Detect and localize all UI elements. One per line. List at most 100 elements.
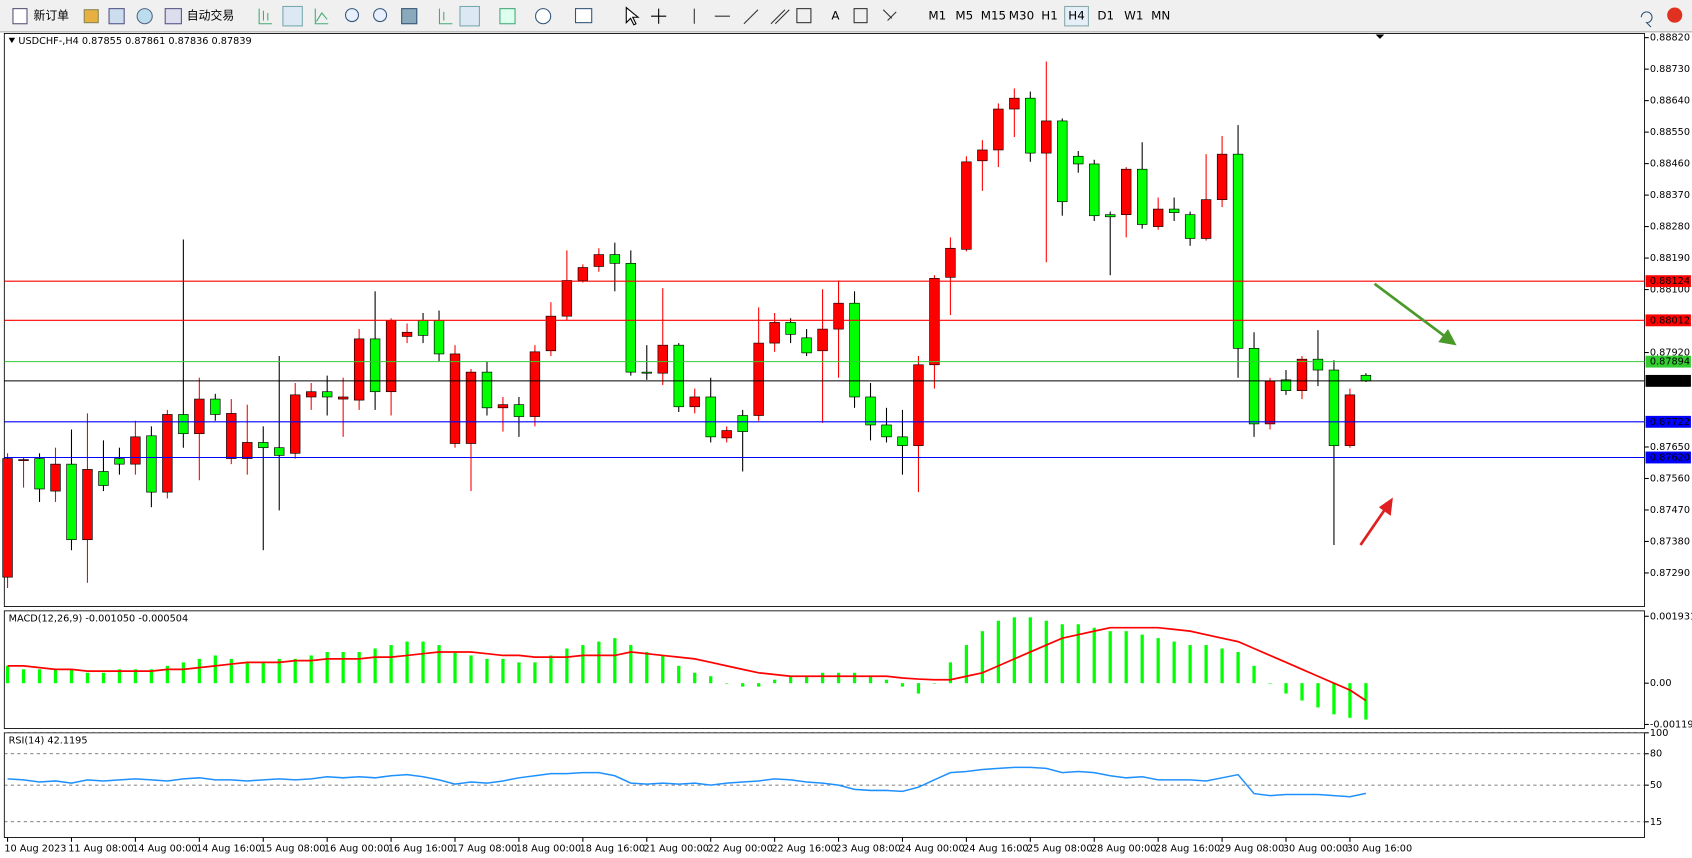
macd-bar xyxy=(788,676,793,684)
candle-body xyxy=(689,396,700,408)
candle-body xyxy=(82,469,93,541)
macd-bar xyxy=(501,658,505,684)
templates-button[interactable] xyxy=(574,8,593,24)
panel-menu-arrow[interactable] xyxy=(8,37,16,44)
macd-bar xyxy=(149,669,154,684)
y-tick-label: 50 xyxy=(1650,780,1662,791)
macd-bar xyxy=(69,669,74,684)
toolbar: 新订单 自动交易 A M1 M5 M15 M30 H1 H4 D1 W1 MN xyxy=(0,0,1692,33)
y-tick-label: 15 xyxy=(1650,817,1662,828)
candle-body xyxy=(1184,214,1196,239)
candle-body xyxy=(993,108,1004,151)
y-tick-label: 0.88370 xyxy=(1650,190,1690,201)
label-tool-button[interactable] xyxy=(853,8,868,24)
candle-body xyxy=(66,463,77,541)
candle-body xyxy=(178,414,189,435)
tile-button[interactable] xyxy=(401,8,418,25)
timeframe-button[interactable]: D1 xyxy=(1097,9,1114,23)
candle-chart-button[interactable] xyxy=(282,5,303,27)
toolbar-icon[interactable] xyxy=(83,9,99,24)
candle-body xyxy=(274,447,285,456)
macd-bar xyxy=(964,645,969,684)
crosshair-button[interactable] xyxy=(651,8,667,24)
indicators-button[interactable] xyxy=(499,8,516,25)
drawing-tools[interactable] xyxy=(693,8,790,25)
timeframe-button[interactable]: M15 xyxy=(981,9,1006,23)
macd-bar xyxy=(437,645,441,684)
macd-bar xyxy=(932,683,937,684)
fibo-button[interactable] xyxy=(796,8,812,24)
macd-bar xyxy=(1076,624,1080,684)
candle-body xyxy=(1089,163,1100,217)
macd-panel xyxy=(3,610,1645,729)
x-tick-label: 22 Aug 00:00 xyxy=(707,843,772,854)
notification-badge[interactable] xyxy=(1667,7,1683,23)
auto-trading-button[interactable]: 自动交易 xyxy=(187,9,234,23)
timeframe-button[interactable]: M1 xyxy=(928,9,946,23)
text-tool-button[interactable]: A xyxy=(831,9,840,23)
line-chart-button[interactable] xyxy=(314,8,329,25)
zoom-in-button[interactable] xyxy=(344,8,360,23)
macd-bar xyxy=(661,655,665,684)
new-order-button[interactable]: 新订单 xyxy=(33,9,69,23)
y-tick-label: 0.88730 xyxy=(1650,64,1690,75)
chart-title: USDCHF-,H4 0.87855 0.87861 0.87836 0.878… xyxy=(18,36,251,47)
bar-chart-button[interactable] xyxy=(258,8,273,25)
x-tick-label: 28 Aug 16:00 xyxy=(1155,843,1220,854)
y-tick-label: 0.00 xyxy=(1650,678,1672,689)
candle-body xyxy=(417,320,429,336)
candle-body xyxy=(753,342,764,416)
macd-bar xyxy=(1316,683,1320,708)
macd-bar xyxy=(309,655,313,684)
x-tick-label: 14 Aug 00:00 xyxy=(132,843,197,854)
candle-body xyxy=(657,344,668,374)
macd-bar xyxy=(868,676,873,684)
new-order-icon[interactable] xyxy=(12,8,28,25)
candle-body xyxy=(1312,358,1324,371)
candle-body xyxy=(1121,168,1132,216)
candle-body xyxy=(1232,153,1244,349)
timeframe-button[interactable]: H1 xyxy=(1041,9,1057,23)
candle-body xyxy=(1073,155,1084,165)
macd-bar xyxy=(741,683,745,687)
timeframe-bar: M1 M5 M15 M30 H1 H4 D1 W1 MN xyxy=(928,5,1170,27)
candle-body xyxy=(130,436,141,465)
macd-bar xyxy=(165,665,169,684)
candle-body xyxy=(449,353,461,444)
shift-button[interactable] xyxy=(459,5,480,27)
plot-layer: 0.88820 0.88730 0.88640 0.88550 0.88460 0.883… xyxy=(2,33,1692,854)
toolbar-icon[interactable] xyxy=(136,8,153,25)
timeframe-button[interactable]: MN xyxy=(1151,9,1170,23)
x-tick-label: 28 Aug 00:00 xyxy=(1091,843,1156,854)
candle-body xyxy=(2,458,13,578)
timeframe-button[interactable]: H4 xyxy=(1068,9,1084,23)
candle-body xyxy=(1105,214,1116,218)
search-button[interactable] xyxy=(1640,11,1653,28)
macd-bar xyxy=(1124,631,1128,684)
candle-body xyxy=(881,424,892,438)
auto-trading-icon[interactable] xyxy=(164,8,182,25)
cursor-button[interactable] xyxy=(625,6,640,26)
price-level-tag xyxy=(1645,415,1691,428)
timeframe-button[interactable]: M30 xyxy=(1009,9,1034,23)
price-level-tag xyxy=(1645,355,1691,368)
macd-title: MACD(12,26,9) -0.001050 -0.000504 xyxy=(9,613,189,624)
periods-button[interactable] xyxy=(535,8,552,25)
toolbar-icon[interactable] xyxy=(108,8,125,25)
y-tick-label: 0.87650 xyxy=(1650,442,1690,453)
y-tick-label: 0.88190 xyxy=(1650,253,1690,264)
candle-body xyxy=(194,398,205,435)
macd-bar xyxy=(37,669,42,684)
arrows-button[interactable] xyxy=(882,9,897,21)
candle-body xyxy=(353,338,365,401)
candle-body xyxy=(401,331,413,337)
zoom-out-button[interactable] xyxy=(373,8,388,23)
timeframe-button[interactable]: M5 xyxy=(955,9,973,23)
candle-body xyxy=(673,344,684,408)
macd-bar xyxy=(916,683,921,694)
timeframe-button[interactable]: W1 xyxy=(1124,9,1143,23)
scroll-button[interactable] xyxy=(438,8,453,25)
x-tick-label: 11 Aug 08:00 xyxy=(68,843,133,854)
